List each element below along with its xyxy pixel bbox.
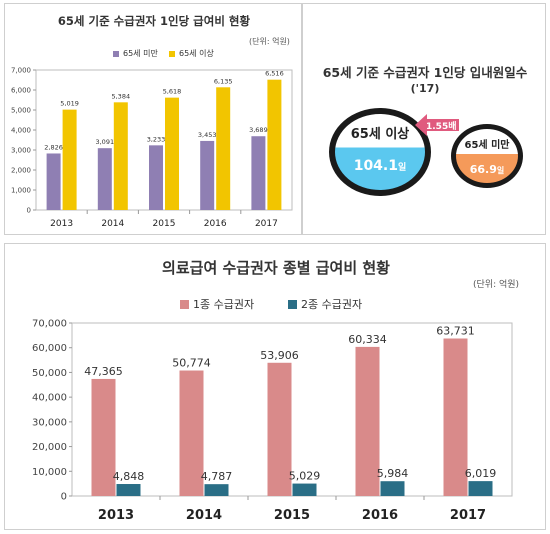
x-tick-label: 2016 (362, 508, 398, 523)
y-tick-label: 3,000 (11, 146, 31, 154)
y-tick-label: 6,000 (11, 86, 31, 94)
circle-65-under-unit: 일 (496, 166, 505, 175)
data-label: 47,365 (84, 365, 123, 378)
y-tick-label: 30,000 (32, 417, 67, 428)
bar-series2 (116, 484, 141, 496)
data-label: 5,384 (111, 92, 130, 100)
ratio-label: 1.55배 (426, 122, 457, 132)
y-tick-label: 7,000 (11, 66, 31, 74)
y-tick-label: 40,000 (32, 393, 67, 404)
legend-swatch (288, 300, 297, 309)
x-tick-label: 2013 (98, 508, 134, 523)
x-tick-label: 2016 (204, 219, 227, 229)
bar-series2 (292, 483, 317, 496)
data-label: 3,091 (95, 138, 114, 146)
circle-65-under: 65세 미만 66.9일 (451, 124, 523, 188)
bar-series1 (97, 148, 112, 210)
circle-65-under-value: 66.9 (469, 163, 497, 176)
ratio-arrow: 1.55배 (415, 114, 459, 136)
bar-series2 (113, 102, 128, 210)
bar-series2 (380, 481, 405, 496)
chart1-unit: (단위: 억원) (249, 37, 290, 46)
bar-series1 (179, 370, 204, 496)
circle-65-plus-unit: 일 (398, 163, 407, 173)
bar-series1 (443, 338, 468, 496)
legend-swatch (113, 51, 119, 57)
x-tick-label: 2017 (255, 219, 278, 229)
y-tick-label: 4,000 (11, 126, 31, 134)
data-label: 6,135 (214, 77, 233, 85)
circle-65-plus: 65세 이상 104.1일 (329, 108, 431, 196)
data-label: 4,787 (201, 470, 233, 483)
data-label: 2,826 (44, 143, 63, 151)
left-arrow-icon (415, 114, 459, 136)
visits-title: 65세 기준 수급권자 1인당 입내원일수 (322, 65, 528, 80)
bar-series2 (216, 87, 231, 210)
data-label: 5,019 (60, 100, 79, 108)
y-tick-label: 5,000 (11, 106, 31, 114)
x-tick-label: 2017 (450, 508, 486, 523)
data-label: 60,334 (348, 333, 387, 346)
chart3-title: 의료급여 수급권자 종별 급여비 현황 (162, 259, 390, 277)
data-label: 63,731 (436, 324, 475, 337)
legend-label: 1종 수급권자 (193, 298, 254, 311)
visits-panel: 65세 기준 수급권자 1인당 입내원일수 ('17) 65세 이상 104.1… (302, 3, 546, 235)
y-tick-label: 50,000 (32, 368, 67, 379)
bar-series1 (46, 153, 61, 210)
data-label: 50,774 (172, 357, 211, 370)
legend-label: 2종 수급권자 (301, 298, 362, 311)
data-label: 3,689 (249, 126, 268, 134)
circle-65-plus-label: 65세 이상 (350, 127, 410, 142)
x-tick-label: 2015 (274, 508, 310, 523)
y-tick-label: 0 (61, 492, 67, 503)
legend-label: 65세 미만 (123, 49, 158, 58)
bar-series1 (267, 362, 292, 496)
bar-series2 (204, 484, 229, 496)
data-label: 5,618 (163, 88, 182, 96)
y-tick-label: 1,000 (11, 186, 31, 194)
circle-65-plus-value: 104.1 (353, 158, 398, 174)
bar-series1 (355, 346, 380, 496)
x-tick-label: 2014 (186, 508, 222, 523)
plot-area (35, 69, 293, 211)
visits-subtitle: ('17) (410, 82, 440, 95)
bar-series2 (267, 79, 282, 211)
x-tick-label: 2013 (50, 219, 73, 229)
y-tick-label: 60,000 (32, 343, 67, 354)
bar-series2 (165, 97, 179, 210)
x-tick-label: 2014 (101, 219, 124, 229)
plot-area (71, 322, 513, 497)
chart1-title: 65세 기준 수급권자 1인당 급여비 현황 (57, 14, 251, 28)
data-label: 5,029 (289, 470, 321, 483)
y-tick-label: 0 (27, 206, 31, 214)
data-label: 6,516 (265, 70, 284, 78)
bar-series1 (200, 140, 215, 210)
legend-swatch (169, 51, 175, 57)
bar-series1 (149, 145, 163, 210)
data-label: 5,984 (377, 467, 409, 480)
data-label: 3,233 (147, 135, 166, 143)
y-tick-label: 70,000 (32, 319, 67, 330)
bar-series1 (251, 136, 266, 210)
data-label: 3,453 (198, 131, 217, 139)
bar-series2 (468, 481, 493, 496)
y-tick-label: 20,000 (32, 442, 67, 453)
circle-65-under-label: 65세 미만 (464, 140, 510, 151)
chart3-unit: (단위: 억원) (473, 280, 520, 290)
y-tick-label: 10,000 (32, 467, 67, 478)
bar-series2 (62, 109, 77, 210)
bar-series1 (91, 378, 116, 496)
data-label: 53,906 (260, 349, 299, 362)
y-tick-label: 2,000 (11, 166, 31, 174)
legend-swatch (180, 300, 189, 309)
x-tick-label: 2015 (153, 219, 176, 229)
legend-label: 65세 이상 (179, 48, 214, 58)
data-label: 4,848 (113, 470, 145, 483)
data-label: 6,019 (465, 467, 497, 480)
